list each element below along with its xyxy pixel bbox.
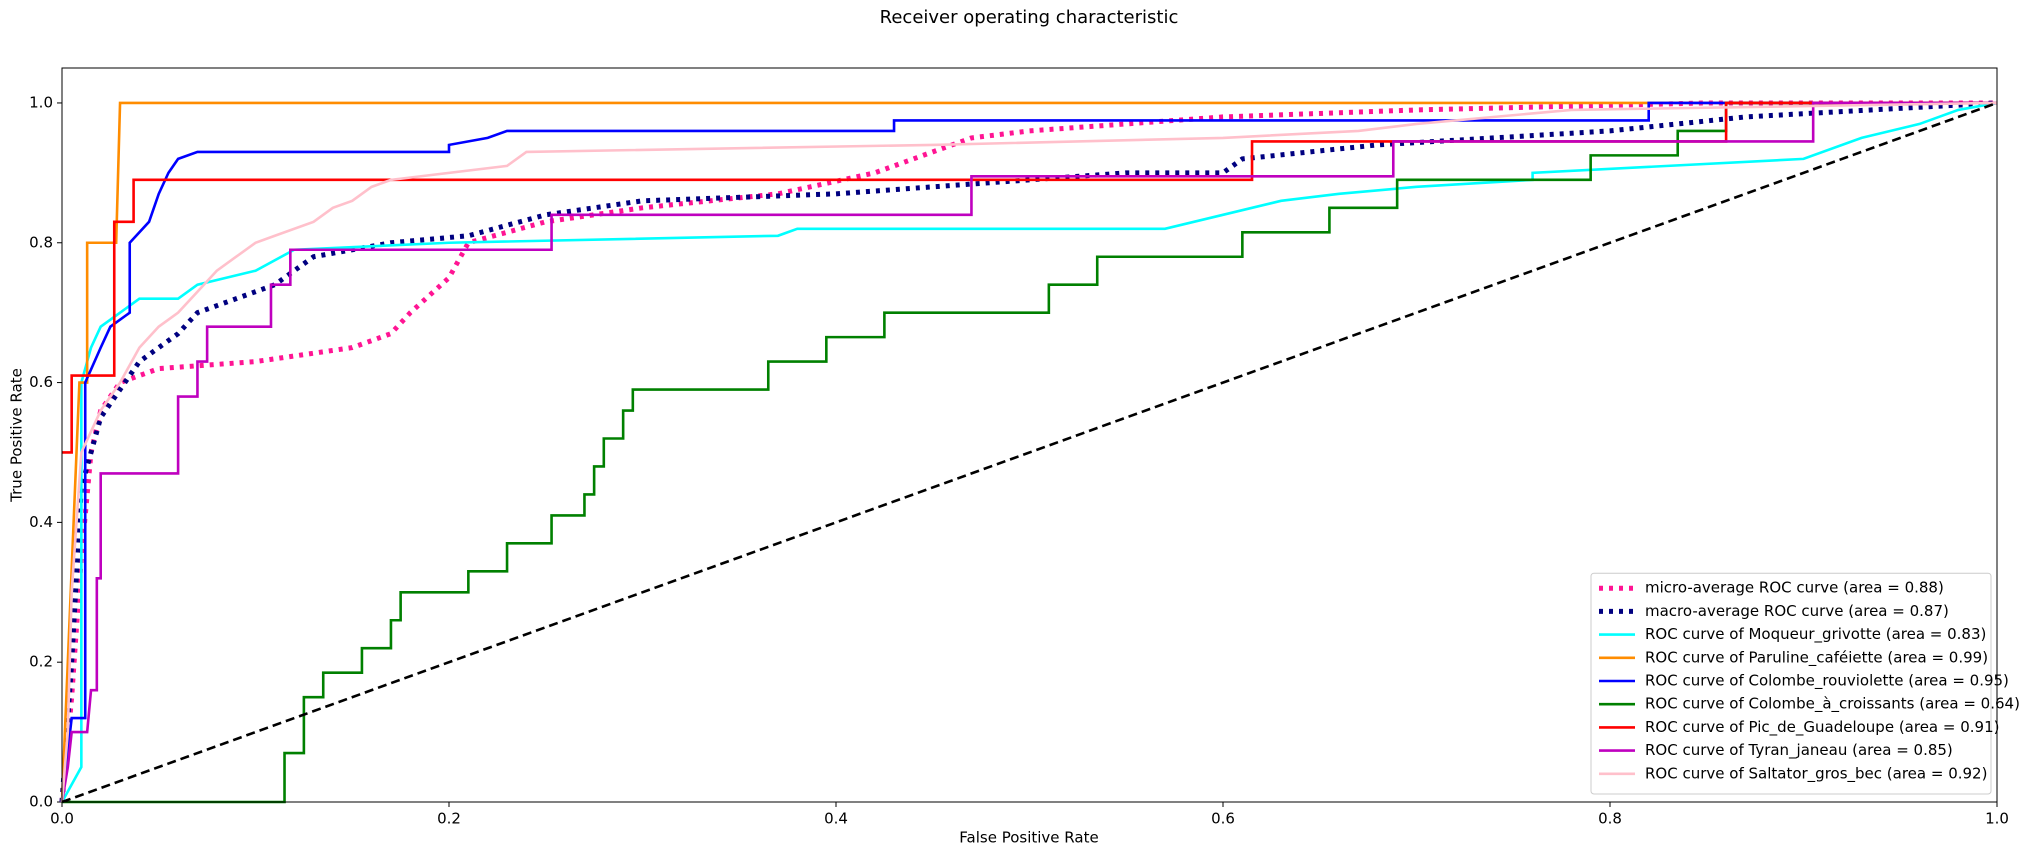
roc-curve: [60, 101, 1997, 803]
roc-curve: [60, 101, 1997, 803]
x-tick-label: 0.4: [824, 810, 848, 828]
legend-label: ROC curve of Colombe_rouviolette (area =…: [1645, 672, 2009, 691]
x-tick-label: 0.2: [437, 810, 461, 828]
legend-label: micro-average ROC curve (area = 0.88): [1645, 579, 1944, 597]
legend-label: ROC curve of Moqueur_grivotte (area = 0.…: [1645, 625, 1986, 644]
roc-curve: [60, 101, 1998, 803]
x-tick-label: 0.6: [1211, 810, 1235, 828]
y-tick-label: 1.0: [29, 93, 53, 111]
chart-title: Receiver operating characteristic: [880, 7, 1179, 28]
legend-label: ROC curve of Pic_de_Guadeloupe (area = 0…: [1645, 718, 1999, 737]
y-tick-label: 0.0: [29, 793, 53, 811]
legend-label: ROC curve of Colombe_à_croissants (area …: [1645, 695, 2019, 714]
roc-curve: [62, 101, 1997, 454]
legend-label: ROC curve of Saltator_gros_bec (area = 0…: [1645, 764, 1987, 783]
x-tick-label: 0.8: [1598, 810, 1622, 828]
x-axis-label: False Positive Rate: [959, 829, 1098, 847]
y-tick-label: 0.6: [29, 373, 53, 391]
y-tick-label: 0.8: [29, 233, 53, 251]
legend-box: [1590, 572, 1992, 795]
roc-curve: [62, 101, 1997, 804]
roc-curve: [59, 100, 1998, 803]
y-tick-label: 0.4: [29, 513, 53, 531]
y-tick-label: 0.2: [29, 653, 53, 671]
legend-label: ROC curve of Paruline_caféiette (area = …: [1645, 648, 1988, 667]
reference-line: [61, 101, 1998, 804]
roc-curve: [60, 101, 1998, 803]
y-axis-label: True Positive Rate: [8, 368, 26, 503]
roc-curve: [59, 100, 1997, 803]
x-tick-label: 1.0: [1985, 810, 2009, 828]
legend-label: ROC curve of Tyran_janeau (area = 0.85): [1645, 741, 1953, 760]
x-tick-label: 0.0: [50, 810, 74, 828]
legend-label: macro-average ROC curve (area = 0.87): [1645, 602, 1949, 620]
plot-frame: [61, 67, 1998, 803]
